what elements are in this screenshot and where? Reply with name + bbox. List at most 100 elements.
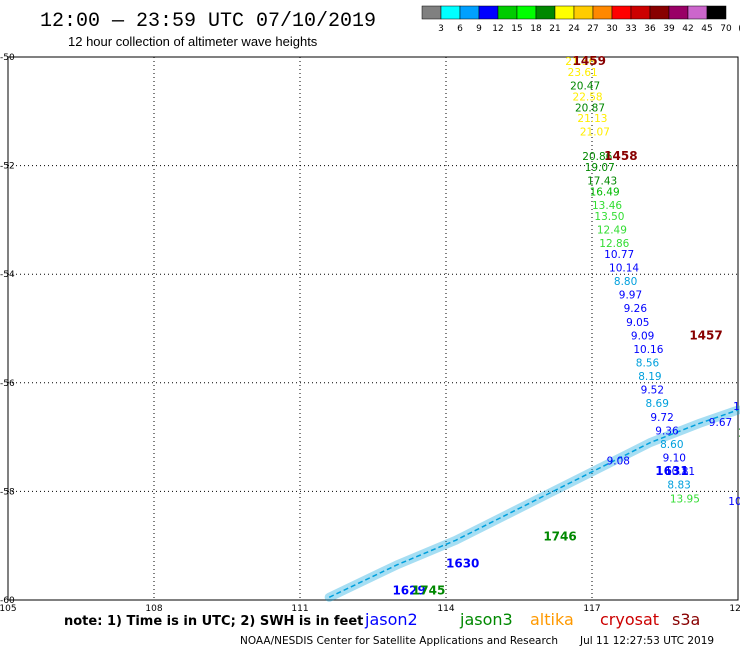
legend-swatch xyxy=(459,5,480,20)
ground-track-line xyxy=(328,409,739,598)
track-label: 1458 xyxy=(604,149,637,163)
swh-value: 20.86 xyxy=(582,151,612,163)
legend-swatch xyxy=(478,5,499,20)
legend-swatch xyxy=(497,5,518,20)
swh-value: 13.46 xyxy=(592,200,622,212)
track-label: 1631 xyxy=(655,464,688,478)
legend-swatch xyxy=(630,5,651,20)
legend-swatch xyxy=(611,5,632,20)
track-label: 1457 xyxy=(689,328,722,342)
legend-label: 18 xyxy=(530,24,542,34)
legend-label: 45 xyxy=(701,24,712,34)
x-tick-label: 111 xyxy=(291,604,308,614)
swh-value: 21.13 xyxy=(577,113,607,125)
legend-swatch xyxy=(573,5,594,20)
legend-swatch xyxy=(668,5,689,20)
swh-value: 9.08 xyxy=(607,455,630,467)
legend-swatch xyxy=(554,5,575,20)
swh-value: 21.36 xyxy=(565,56,595,68)
plot-area: 105 108 111 114 117 120 -50 -52 -54 -56 -58 -60 21.3… xyxy=(0,53,740,614)
swh-value: 12.49 xyxy=(597,224,627,236)
legend-swatch xyxy=(706,5,727,20)
swh-value: 10.16 xyxy=(633,344,663,356)
swh-value: 22.58 xyxy=(573,91,603,103)
swh-value: 9.10 xyxy=(663,453,686,465)
footer-note: note: 1) Time is in UTC; 2) SWH is in fe… xyxy=(64,614,363,629)
legend-swatch xyxy=(421,5,442,20)
legend-label: 27 xyxy=(587,24,598,34)
swh-value: 19.07 xyxy=(585,162,615,174)
swh-value: 16.49 xyxy=(590,186,620,198)
swh-value: 17.43 xyxy=(587,176,617,188)
swh-value: 20.87 xyxy=(575,102,605,114)
plot-frame xyxy=(7,56,739,601)
swh-value: 10.81 xyxy=(665,466,695,478)
footer-credit: NOAA/NESDIS Center for Satellite Applica… xyxy=(240,635,558,647)
swh-value: 9.26 xyxy=(624,303,648,315)
x-tick-label: 105 xyxy=(0,604,17,614)
track-label: 1629 xyxy=(392,584,425,598)
legend-label: 42 xyxy=(682,24,693,34)
track-label: 1459 xyxy=(573,54,606,68)
legend-label: 12 xyxy=(492,24,503,34)
track-label: 1746 xyxy=(543,529,576,543)
swh-value: 8.19 xyxy=(638,371,661,383)
legend-label: 9 xyxy=(476,24,482,34)
legend-label: 70 xyxy=(720,24,732,34)
swh-value: 21.07 xyxy=(580,127,610,139)
legend-label: 36 xyxy=(644,24,656,34)
x-tick-label: 108 xyxy=(145,604,162,614)
footer-timestamp: Jul 11 12:27:53 UTC 2019 xyxy=(579,635,714,647)
mission-cryosat: cryosat xyxy=(600,610,659,629)
track-label: 1745 xyxy=(412,584,445,598)
page-subtitle: 12 hour collection of altimeter wave hei… xyxy=(68,34,318,49)
swh-value: 13.50 xyxy=(594,211,624,223)
legend-swatch xyxy=(649,5,670,20)
swh-value: 9.67 xyxy=(709,417,732,429)
legend-swatch xyxy=(687,5,708,20)
swh-value: 9.97 xyxy=(619,290,642,302)
legend-label: (ft) xyxy=(738,24,740,34)
y-tick-label: -60 xyxy=(0,596,15,606)
legend-label: 21 xyxy=(549,24,560,34)
legend-label: 30 xyxy=(606,24,618,34)
swh-value: 8.60 xyxy=(660,439,683,451)
mission-jason2: jason2 xyxy=(364,610,418,629)
swh-value: 9.09 xyxy=(631,330,654,342)
swh-value: 13.95 xyxy=(670,493,700,505)
y-tick-label: -52 xyxy=(0,162,15,172)
legend-label: 3 xyxy=(438,24,444,34)
x-tick-label: 114 xyxy=(437,604,454,614)
mission-altika: altika xyxy=(530,610,574,629)
swh-value: 9.36 xyxy=(655,425,679,437)
legend-swatch xyxy=(516,5,537,20)
y-tick-label: -58 xyxy=(0,487,15,497)
page-title: 12:00 — 23:59 UTC 07/10/2019 xyxy=(40,10,376,33)
y-tick-label: -50 xyxy=(0,53,15,63)
track-label: 1747 xyxy=(738,426,740,440)
legend-swatch xyxy=(592,5,613,20)
legend-swatch xyxy=(535,5,556,20)
legend-label: 33 xyxy=(625,24,636,34)
swh-value: 20.47 xyxy=(570,81,600,93)
legend-label: 24 xyxy=(568,24,580,34)
swh-value: 9.52 xyxy=(641,385,664,397)
swh-value: 10.14 xyxy=(609,262,639,274)
swh-value: 10.8 xyxy=(728,496,740,508)
swh-value: 8.80 xyxy=(614,276,637,288)
mission-s3a: s3a xyxy=(672,610,700,629)
swh-value: 12.86 xyxy=(599,238,629,250)
swh-value: 10.7 xyxy=(733,401,740,413)
y-tick-label: -54 xyxy=(0,270,15,280)
swh-value: 10.77 xyxy=(604,249,634,261)
swh-value: 23.61 xyxy=(568,67,598,79)
y-tick-label: -56 xyxy=(0,379,15,389)
x-tick-label: 120 xyxy=(729,604,740,614)
legend-label: 6 xyxy=(457,24,463,34)
swh-value: 8.69 xyxy=(646,398,669,410)
swh-value: 9.05 xyxy=(626,317,649,329)
swh-value: 8.56 xyxy=(636,358,660,370)
legend-swatch xyxy=(440,5,461,20)
